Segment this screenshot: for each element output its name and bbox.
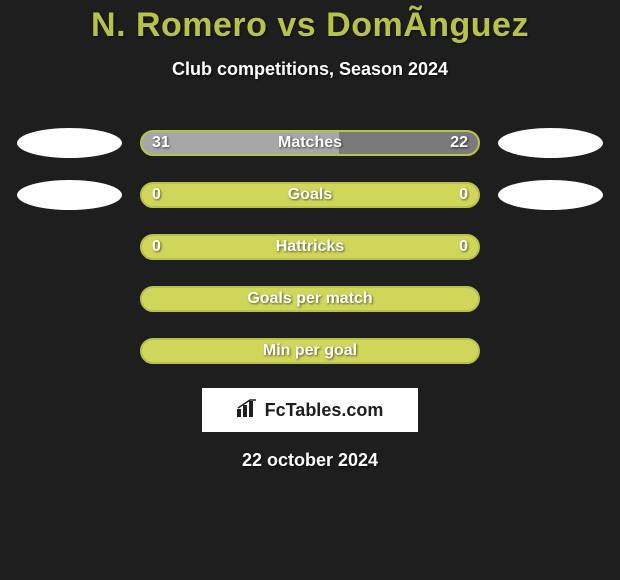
date-label: 22 october 2024 [0, 450, 620, 471]
stat-value-right: 0 [459, 186, 468, 204]
stat-label: Min per goal [142, 342, 478, 360]
stat-bar: 0 0Hattricks [140, 234, 480, 260]
stat-rows: 3122Matches00Goals00HattricksGoals per m… [0, 128, 620, 366]
stat-value-left: 0 [152, 186, 161, 204]
brand-text: FcTables.com [265, 400, 384, 421]
stat-row: 0 0Hattricks [0, 232, 620, 262]
page-subtitle: Club competitions, Season 2024 [0, 59, 620, 80]
stat-label: Goals per match [142, 290, 478, 308]
stat-value-right: 0 [459, 238, 468, 256]
stat-bar: 3122Matches [140, 130, 480, 156]
stat-row: 0 0Goals [0, 180, 620, 210]
stat-row: Min per goal [0, 336, 620, 366]
stat-bar: 0 0Goals [140, 182, 480, 208]
player-left-marker [17, 180, 122, 210]
page-title: N. Romero vs DomÃ­nguez [0, 6, 620, 45]
bars-icon [237, 399, 259, 422]
player-left-marker [17, 128, 122, 158]
stat-value-left: 0 [152, 238, 161, 256]
comparison-infographic: N. Romero vs DomÃ­nguez Club competition… [0, 0, 620, 580]
bar-fill-left [142, 132, 339, 154]
brand-box: FcTables.com [202, 388, 418, 432]
stat-bar: Min per goal [140, 338, 480, 364]
player-right-marker [498, 180, 603, 210]
stat-row: 3122Matches [0, 128, 620, 158]
stat-bar: Goals per match [140, 286, 480, 312]
stat-label: Hattricks [142, 238, 478, 256]
stat-label: Goals [142, 186, 478, 204]
player-right-marker [498, 128, 603, 158]
stat-value-right: 22 [450, 134, 468, 152]
stat-value-left: 31 [152, 134, 170, 152]
stat-row: Goals per match [0, 284, 620, 314]
